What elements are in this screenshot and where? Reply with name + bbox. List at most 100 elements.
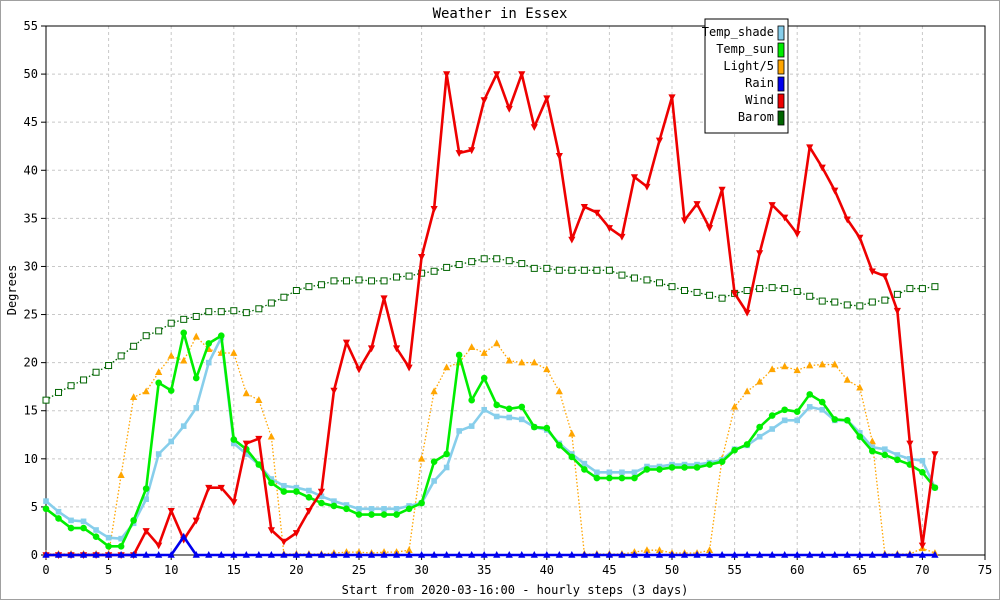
- data-point-barom: [305, 283, 313, 291]
- data-point-rain: [167, 551, 175, 558]
- data-point-barom: [368, 277, 376, 285]
- data-point-barom: [155, 327, 163, 335]
- data-point-temp-shade: [594, 469, 600, 476]
- data-point-wind: [192, 517, 200, 525]
- data-point-barom: [643, 276, 651, 284]
- data-point-temp-shade: [518, 416, 525, 423]
- data-point-temp-sun: [919, 468, 926, 476]
- data-point-barom: [393, 273, 401, 281]
- data-point-rain: [180, 532, 188, 540]
- data-point-rain: [655, 551, 664, 558]
- data-point-barom: [543, 264, 551, 272]
- chart-title: Weather in Essex: [433, 6, 568, 22]
- y-tick-label: 55: [24, 19, 38, 33]
- data-point-light-5: [405, 546, 413, 553]
- data-point-wind: [167, 507, 175, 515]
- data-point-barom: [580, 266, 588, 274]
- data-point-barom: [217, 308, 225, 316]
- data-point-barom: [555, 266, 563, 274]
- data-point-temp-shade: [393, 506, 400, 512]
- data-point-temp-shade: [769, 426, 775, 432]
- data-point-rain: [493, 551, 501, 558]
- data-point-rain: [292, 551, 300, 558]
- data-point-barom: [355, 276, 363, 284]
- data-point-temp-sun: [355, 511, 363, 518]
- data-point-wind: [568, 236, 576, 244]
- data-point-temp-sun: [668, 464, 676, 471]
- y-tick-label: 50: [24, 67, 38, 81]
- data-point-wind: [831, 187, 839, 195]
- data-point-barom: [618, 271, 626, 279]
- data-point-temp-sun: [105, 543, 112, 550]
- data-point-wind: [768, 202, 776, 209]
- data-point-barom: [130, 342, 138, 350]
- data-point-wind: [543, 95, 551, 103]
- data-point-temp-shade: [105, 534, 112, 541]
- data-point-rain: [856, 551, 864, 558]
- data-point-temp-shade: [331, 498, 337, 504]
- data-point-wind: [405, 364, 413, 372]
- data-point-wind: [317, 488, 326, 496]
- data-point-temp-sun: [831, 416, 839, 423]
- data-point-light-5: [468, 343, 476, 351]
- legend-label-barom: Barom: [738, 110, 774, 124]
- data-point-barom: [267, 299, 275, 307]
- legend-swatch-light-5: [777, 59, 785, 75]
- data-point-barom: [430, 267, 438, 275]
- data-point-temp-sun: [493, 401, 501, 409]
- data-point-temp-sun: [430, 458, 438, 466]
- data-point-temp-sun: [343, 505, 350, 513]
- data-point-rain: [543, 551, 551, 558]
- data-point-temp-shade: [368, 506, 375, 512]
- data-point-rain: [418, 551, 426, 558]
- data-point-wind: [605, 225, 613, 232]
- data-point-wind: [505, 105, 513, 113]
- data-point-temp-sun: [217, 332, 225, 340]
- data-point-barom: [67, 382, 75, 390]
- data-point-light-5: [418, 454, 426, 462]
- data-point-wind: [818, 164, 826, 172]
- data-point-temp-sun: [230, 436, 238, 443]
- data-point-rain: [693, 551, 701, 558]
- data-point-temp-shade: [143, 496, 149, 503]
- data-point-rain: [718, 551, 726, 558]
- x-tick-label: 25: [352, 563, 366, 577]
- data-point-wind: [455, 150, 463, 157]
- data-point-rain: [67, 551, 75, 558]
- data-point-barom: [843, 301, 851, 309]
- data-point-rain: [155, 551, 163, 558]
- data-point-barom: [142, 332, 150, 340]
- x-axis-label: Start from 2020-03-16:00 - hourly steps …: [342, 583, 689, 597]
- data-point-barom: [693, 288, 701, 296]
- data-point-wind: [593, 209, 601, 217]
- data-point-rain: [79, 551, 88, 558]
- data-point-wind: [330, 387, 338, 395]
- data-point-wind: [242, 440, 250, 448]
- data-point-light-5: [781, 362, 789, 370]
- data-point-temp-shade: [756, 433, 763, 440]
- data-point-temp-sun: [518, 403, 526, 411]
- data-point-barom: [518, 260, 526, 268]
- data-point-barom: [380, 277, 388, 285]
- data-point-temp-sun: [180, 329, 188, 337]
- data-point-rain: [342, 551, 351, 558]
- data-point-light-5: [843, 375, 851, 383]
- data-point-barom: [605, 266, 613, 274]
- data-point-rain: [643, 551, 651, 558]
- series-barom: [42, 255, 939, 404]
- legend-label-wind: Wind: [745, 93, 774, 107]
- data-point-wind: [643, 183, 651, 191]
- series-temp-sun: [42, 329, 939, 550]
- data-point-wind: [480, 97, 488, 105]
- data-point-barom: [317, 281, 325, 289]
- data-point-rain: [881, 551, 889, 558]
- data-point-rain: [781, 551, 789, 558]
- data-point-barom: [868, 298, 876, 306]
- data-point-barom: [480, 255, 488, 263]
- data-point-light-5: [543, 365, 551, 373]
- data-point-wind: [618, 233, 626, 241]
- legend-label-temp-sun: Temp_sun: [716, 42, 774, 56]
- x-tick-label: 50: [665, 563, 679, 577]
- y-tick-label: 45: [24, 115, 38, 129]
- data-point-rain: [192, 551, 200, 558]
